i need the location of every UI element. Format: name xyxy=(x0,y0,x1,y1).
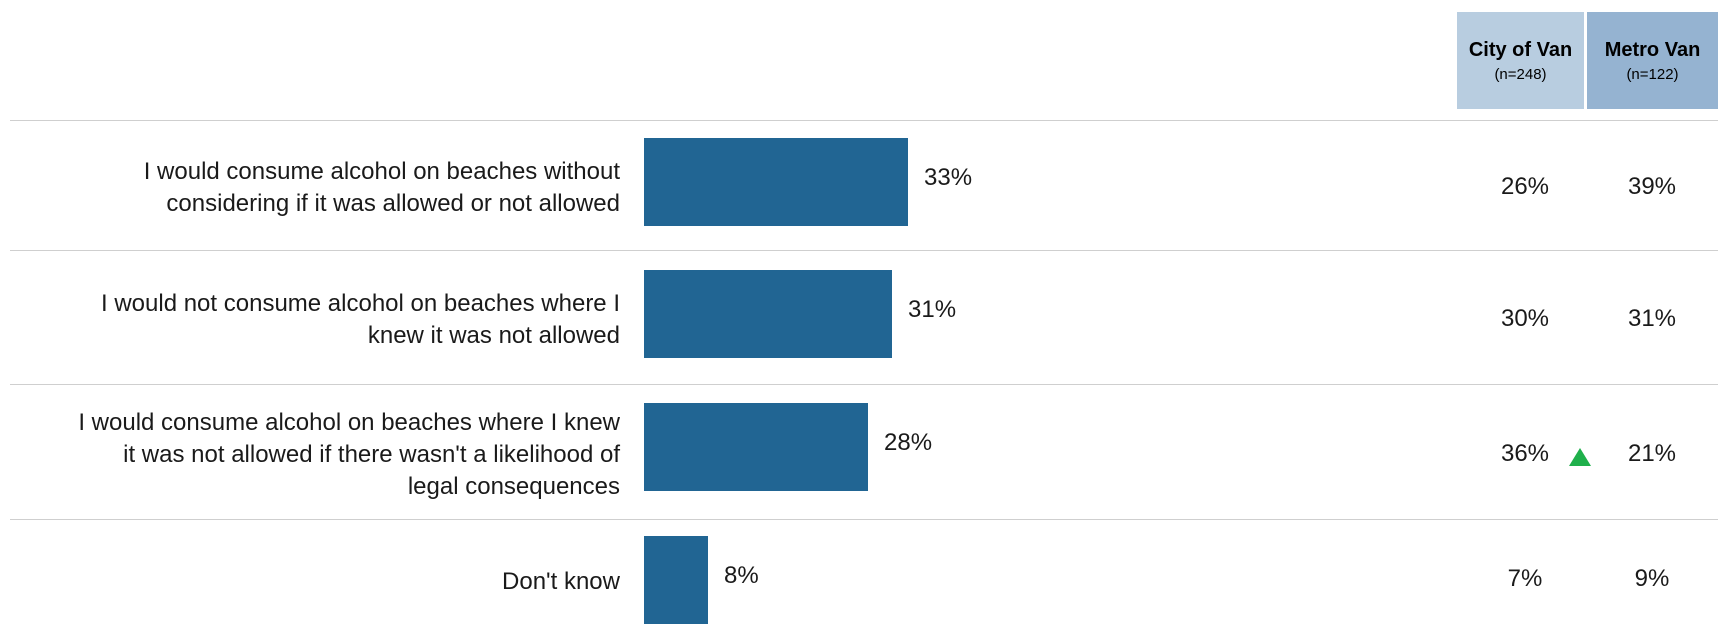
table-cell-metro: 39% xyxy=(1627,173,1677,200)
column-header-name: City of Van xyxy=(1468,38,1573,61)
table-cell-city: 36% xyxy=(1500,440,1550,467)
category-label: Don't know xyxy=(10,562,620,602)
bar xyxy=(644,138,908,226)
significance-up-icon xyxy=(1569,448,1591,466)
category-label-line: I would not consume alcohol on beaches w… xyxy=(101,290,620,317)
category-label: I would consume alcohol on beaches witho… xyxy=(10,150,620,226)
bar-value-label: 31% xyxy=(908,296,956,323)
category-label-line: knew it was not allowed xyxy=(367,322,620,349)
row-divider xyxy=(10,384,1718,385)
table-cell-city: 7% xyxy=(1507,565,1543,592)
category-label-line: legal consequences xyxy=(407,473,620,500)
bar-value-label: 28% xyxy=(884,429,932,456)
table-cell-city: 26% xyxy=(1500,173,1550,200)
category-label: I would not consume alcohol on beaches w… xyxy=(10,282,620,358)
category-label-line: I would consume alcohol on beaches witho… xyxy=(143,158,620,185)
row-divider xyxy=(10,519,1718,520)
row-divider xyxy=(10,120,1718,121)
table-cell-metro: 9% xyxy=(1634,565,1670,592)
column-header-city-of-van: City of Van (n=248) xyxy=(1457,12,1584,109)
bar xyxy=(644,270,892,358)
category-label-line: it was not allowed if there wasn't a lik… xyxy=(123,441,620,468)
table-cell-city: 30% xyxy=(1500,305,1550,332)
row-divider xyxy=(10,250,1718,251)
category-label-line: considering if it was allowed or not all… xyxy=(166,190,620,217)
category-label: I would consume alcohol on beaches where… xyxy=(10,402,620,508)
bar xyxy=(644,536,708,624)
category-label-line: Don't know xyxy=(502,568,620,595)
table-cell-metro: 31% xyxy=(1627,305,1677,332)
column-header-sample-size: (n=248) xyxy=(1494,65,1547,83)
category-label-line: I would consume alcohol on beaches where… xyxy=(78,409,620,436)
bar-value-label: 8% xyxy=(724,562,759,589)
column-header-metro-van: Metro Van (n=122) xyxy=(1587,12,1718,109)
table-cell-metro: 21% xyxy=(1627,440,1677,467)
bar xyxy=(644,403,868,491)
bar-value-label: 33% xyxy=(924,164,972,191)
column-header-name: Metro Van xyxy=(1604,38,1701,61)
column-header-sample-size: (n=122) xyxy=(1626,65,1679,83)
